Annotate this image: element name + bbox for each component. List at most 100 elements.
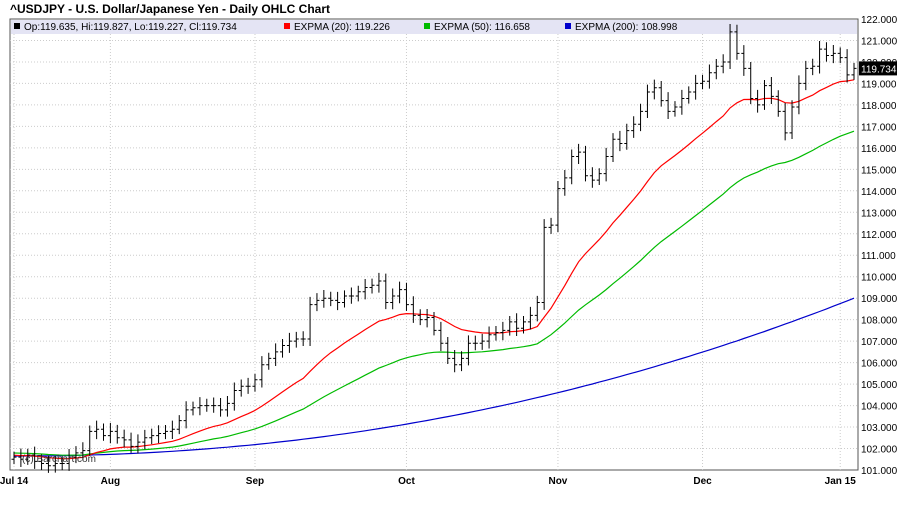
ohlc-bar bbox=[252, 373, 258, 392]
ohlc-bar bbox=[59, 456, 65, 471]
legend-strip bbox=[11, 20, 857, 34]
ohlc-bar bbox=[231, 382, 237, 411]
ohlc-bar bbox=[500, 321, 506, 341]
ohlc-bar bbox=[548, 217, 554, 234]
ohlc-bar bbox=[169, 420, 175, 440]
ohlc-bar bbox=[576, 143, 582, 164]
legend-entry: EXPMA (50): 116.658 bbox=[434, 22, 530, 33]
x-tick-label: Oct bbox=[398, 476, 415, 487]
ohlc-bar bbox=[362, 279, 368, 300]
y-tick-label: 111.000 bbox=[861, 251, 896, 262]
ohlc-bar bbox=[369, 278, 375, 294]
ohlc-bar bbox=[383, 273, 389, 310]
ohlc-bar bbox=[314, 293, 320, 312]
y-tick-label: 112.000 bbox=[861, 230, 897, 241]
y-tick-label: 113.000 bbox=[861, 208, 897, 219]
ohlc-bar bbox=[521, 316, 527, 334]
ohlc-bar bbox=[390, 288, 396, 310]
ohlc-bar bbox=[651, 79, 657, 100]
ohlc-bar bbox=[603, 147, 609, 182]
legend-swatch bbox=[284, 23, 290, 29]
ohlc-bar bbox=[679, 89, 685, 115]
legend-swatch bbox=[565, 23, 571, 29]
ohlc-bar bbox=[410, 296, 416, 323]
ohlc-bar bbox=[541, 219, 547, 310]
ohlc-bar bbox=[617, 130, 623, 152]
ohlc-bar bbox=[748, 62, 754, 105]
ohlc-bar bbox=[658, 81, 664, 107]
y-tick-label: 105.000 bbox=[861, 380, 898, 391]
ohlc-bar bbox=[844, 49, 850, 83]
ohlc-bar bbox=[479, 333, 485, 350]
ohlc-bar bbox=[328, 291, 334, 307]
ohlc-bar bbox=[741, 45, 747, 76]
ohlc-bar bbox=[734, 24, 740, 60]
ohlc-bar bbox=[341, 290, 347, 308]
ohlc-bar bbox=[300, 331, 306, 347]
ohlc-bar bbox=[307, 296, 313, 346]
ohlc-bar bbox=[782, 102, 788, 141]
ohlc-bar bbox=[775, 90, 781, 117]
ohlc-bar bbox=[817, 41, 823, 74]
ohlc-bar bbox=[665, 92, 671, 119]
ohlc-bar bbox=[273, 343, 279, 366]
ohlc-bar bbox=[555, 181, 561, 233]
ohlc-bar bbox=[706, 64, 712, 89]
ohlc-bar bbox=[424, 308, 430, 328]
y-tick-label: 102.000 bbox=[861, 445, 898, 456]
ohlc-bar bbox=[431, 312, 437, 336]
ohlc-bar bbox=[197, 397, 203, 416]
y-tick-label: 109.000 bbox=[861, 294, 898, 305]
ohlc-bar bbox=[114, 424, 120, 444]
ohlc-bar bbox=[837, 47, 843, 64]
ohlc-bar bbox=[280, 339, 286, 358]
ohlc-bar bbox=[259, 356, 265, 388]
legend-swatch bbox=[14, 23, 20, 29]
ohlc-bar bbox=[11, 451, 17, 465]
ohlc-bar bbox=[534, 295, 540, 322]
ohlc-bar bbox=[417, 309, 423, 326]
ohlc-bar bbox=[149, 428, 155, 445]
ohlc-bar bbox=[452, 350, 458, 373]
legend-entry: EXPMA (200): 108.998 bbox=[575, 22, 678, 33]
ohlc-bar bbox=[486, 326, 492, 349]
ohlc-bar bbox=[156, 425, 162, 444]
ohlc-bar bbox=[87, 425, 93, 456]
plot-area bbox=[9, 18, 859, 471]
ohlc-bar bbox=[403, 282, 409, 311]
y-tick-label: 107.000 bbox=[861, 337, 898, 348]
ohlc-bar bbox=[582, 145, 588, 182]
ohlc-bar bbox=[80, 442, 86, 461]
y-tick-label: 118.000 bbox=[861, 101, 897, 112]
ohlc-bar bbox=[321, 289, 327, 308]
ohlc-bar bbox=[355, 285, 361, 302]
ohlc-bar bbox=[569, 149, 575, 185]
y-tick-label: 116.000 bbox=[861, 144, 897, 155]
ohlc-bar bbox=[397, 281, 403, 304]
ema-200-line bbox=[14, 297, 855, 457]
ohlc-bar bbox=[107, 422, 113, 444]
ohlc-bar bbox=[624, 123, 630, 150]
ohlc-bar bbox=[128, 432, 134, 453]
y-tick-label: 104.000 bbox=[861, 402, 898, 413]
ohlc-bar bbox=[32, 446, 38, 469]
ohlc-bar bbox=[514, 313, 520, 336]
ohlc-bar bbox=[245, 377, 251, 394]
ohlc-bar bbox=[493, 325, 499, 341]
ema-50-line bbox=[13, 130, 855, 456]
ohlc-bar bbox=[851, 62, 857, 80]
y-tick-label: 121.000 bbox=[861, 36, 898, 47]
ohlc-bar bbox=[348, 287, 354, 304]
ohlc-bar bbox=[596, 168, 602, 185]
y-tick-label: 117.000 bbox=[861, 122, 897, 133]
ohlc-bar bbox=[727, 24, 733, 70]
ohlc-bar bbox=[238, 379, 244, 397]
ohlc-bar bbox=[761, 80, 767, 110]
ohlc-bar bbox=[507, 316, 513, 336]
chart-title: ^USDJPY - U.S. Dollar/Japanese Yen - Dai… bbox=[10, 2, 330, 16]
ohlc-bar bbox=[438, 321, 444, 351]
ohlc-bar bbox=[638, 103, 644, 132]
ohlc-bar bbox=[445, 337, 451, 364]
x-tick-label: Nov bbox=[548, 476, 567, 487]
